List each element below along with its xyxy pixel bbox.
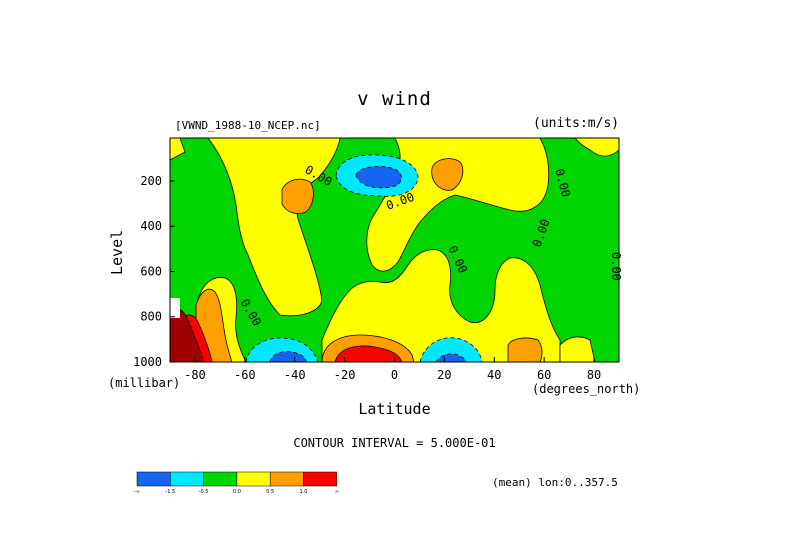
chart-title: v wind (357, 88, 432, 110)
x-axis-units: (degrees_north) (532, 382, 641, 396)
x-tick-label: -40 (284, 368, 306, 382)
contour-interval-label: CONTOUR INTERVAL = 5.000E-01 (293, 436, 496, 450)
x-tick-label: 60 (537, 368, 551, 382)
colorbar-label: -1.5 (165, 489, 175, 495)
footer-label: (mean) lon:0..357.5 (492, 476, 618, 489)
y-axis-ticks: 200 400 600 800 1000 (133, 174, 175, 369)
colorbar: -∞ -1.5 -0.5 0.0 0.5 1.0 ∞ (134, 471, 339, 495)
colorbar-label: ∞ (335, 489, 339, 495)
x-tick-label: 40 (487, 368, 501, 382)
x-tick-label: -60 (234, 368, 256, 382)
yellow-region-east-lower (559, 336, 596, 362)
colorbar-swatch (203, 471, 238, 487)
y-axis-units: (millibar) (108, 376, 181, 390)
y-tick-label: 600 (140, 264, 162, 278)
units-label: (units:m/s) (533, 116, 620, 131)
colorbar-swatch (170, 471, 204, 487)
blue-region-upper (355, 166, 402, 189)
colorbar-label: -∞ (134, 489, 140, 495)
x-tick-label: 80 (587, 368, 601, 382)
cyan-region-north (419, 337, 483, 362)
heatmap-field (170, 138, 619, 362)
yellow-region-lower (321, 249, 561, 362)
colorbar-swatch (303, 471, 338, 487)
contour-label: 0.00 (609, 252, 623, 281)
x-tick-label: -80 (184, 368, 206, 382)
y-tick-label: 1000 (133, 355, 162, 369)
colorbar-swatch (269, 471, 304, 487)
yellow-region-far-east (574, 138, 619, 157)
red-region-equator (334, 345, 403, 362)
colorbar-swatch (136, 471, 171, 487)
white-masked-region (170, 298, 180, 318)
x-tick-label: 0 (391, 368, 398, 382)
x-tick-label: 20 (437, 368, 451, 382)
colorbar-label: 1.0 (300, 489, 308, 495)
y-tick-label: 400 (140, 219, 162, 233)
orange-blob-c (507, 337, 543, 362)
x-axis-label: Latitude (358, 400, 431, 418)
blue-region-south (269, 351, 307, 362)
file-label: [VWND_1988-10_NCEP.nc] (175, 119, 321, 132)
y-tick-label: 200 (140, 174, 162, 188)
x-axis-ticks: -80 -60 -40 -20 0 20 40 60 80 (184, 357, 601, 382)
colorbar-label: -0.5 (199, 489, 209, 495)
orange-blob-a (281, 178, 314, 214)
yellow-region-west (170, 138, 186, 161)
y-tick-label: 800 (140, 310, 162, 324)
x-tick-label: -20 (334, 368, 356, 382)
colorbar-label: 0.5 (266, 489, 274, 495)
orange-blob-b (431, 158, 464, 191)
blue-region-north (435, 353, 467, 362)
colorbar-label: 0.0 (233, 489, 241, 495)
colorbar-swatch (236, 471, 271, 487)
